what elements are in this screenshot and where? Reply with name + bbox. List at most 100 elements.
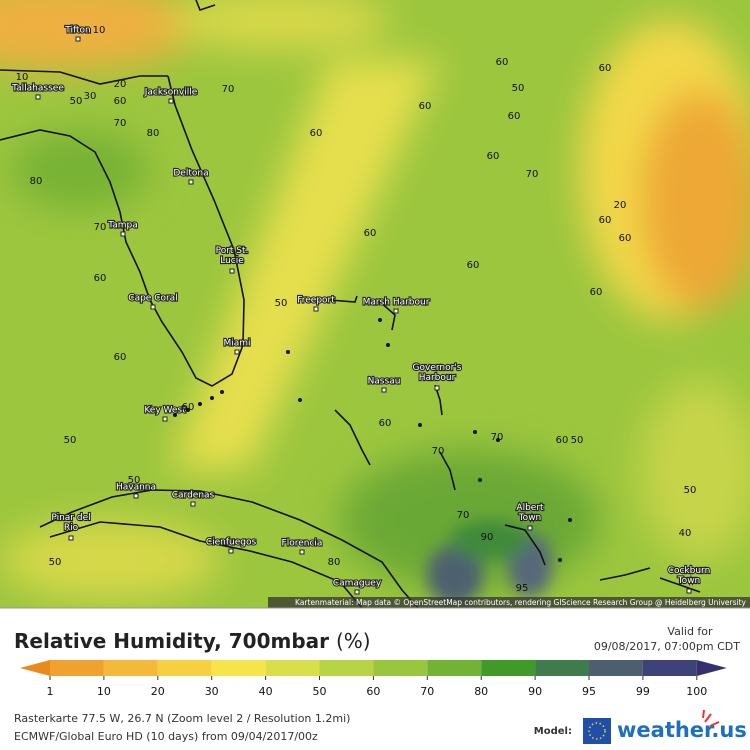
city-marker	[133, 493, 139, 499]
city-label-line: Albert	[516, 503, 544, 513]
legend-tick-label: 95	[582, 685, 596, 698]
city-label-line: Town	[518, 513, 542, 523]
city-label-line: Port St.	[216, 246, 249, 256]
contour-label: 60	[114, 352, 127, 363]
contour-label: 70	[94, 222, 107, 233]
city-marker	[393, 308, 399, 314]
city-marker	[190, 501, 196, 507]
logo[interactable]: weather.us	[617, 718, 747, 742]
model-label: Model:	[534, 726, 572, 737]
city-label: Havanna	[116, 483, 156, 493]
city-label-line: Governor's	[413, 363, 462, 373]
contour-label: 70	[432, 446, 445, 457]
city-label: Port St. Lucie	[216, 246, 249, 266]
contour-label: 50	[128, 475, 141, 486]
city-marker	[228, 548, 234, 554]
contour-label: 70	[222, 84, 235, 95]
legend-swatch	[50, 660, 104, 676]
city-marker	[162, 416, 168, 422]
city-label: Freeport	[297, 296, 335, 306]
city-label: Tampa	[107, 221, 138, 231]
city-label: Miami	[223, 339, 250, 349]
city-label: Camaguey	[333, 579, 382, 589]
contour-label: 60	[364, 228, 377, 239]
city-label: Cienfuegos	[206, 538, 257, 548]
legend-swatch	[642, 660, 697, 676]
eu-stars	[588, 722, 606, 740]
city-label-line: Rio	[64, 523, 79, 533]
info-line: ECMWF/Global Euro HD (10 days) from 09/0…	[14, 730, 318, 743]
contour-label: 30	[84, 91, 97, 102]
city-label: Jacksonville	[144, 88, 198, 98]
city-label: Nassau	[368, 377, 401, 387]
contour-label: 60	[508, 111, 521, 122]
contour-label: 20	[114, 79, 127, 90]
city-marker	[188, 179, 194, 185]
valid-time: 09/08/2017, 07:00pm CDT	[594, 640, 740, 653]
contour-label: 50	[64, 435, 77, 446]
legend-swatch	[589, 660, 643, 676]
contour-label: 60	[310, 128, 323, 139]
legend-tick-label: 70	[420, 685, 434, 698]
city-marker	[686, 588, 692, 594]
title-text: Relative Humidity, 700mbar	[14, 629, 329, 653]
city-marker	[299, 549, 305, 555]
contour-label: 60	[467, 260, 480, 271]
contour-label: 50	[70, 96, 83, 107]
city-label: Governor's Harbour	[413, 363, 462, 383]
city-marker	[434, 385, 440, 391]
city-marker	[168, 98, 174, 104]
city-marker	[313, 306, 319, 312]
legend-swatch	[373, 660, 428, 676]
legend-tick-label: 40	[259, 685, 273, 698]
contour-label: 10	[93, 25, 106, 36]
contour-label: 70	[114, 118, 127, 129]
eu-flag	[583, 718, 611, 744]
city-marker	[120, 231, 126, 237]
map-attribution: Kartenmaterial: Map data © OpenStreetMap…	[295, 598, 747, 607]
city-marker	[527, 525, 533, 531]
contour-label: 10	[16, 72, 29, 83]
city-marker	[381, 387, 387, 393]
city-marker	[229, 268, 235, 274]
contour-label: 50	[571, 435, 584, 446]
contour-label: 80	[147, 128, 160, 139]
city-label-line: Pinar del	[51, 513, 90, 523]
legend-arrow	[696, 660, 727, 676]
legend-tick-label: 30	[205, 685, 219, 698]
city-label-line: Cockburn	[668, 566, 711, 576]
contour-label: 60	[419, 101, 432, 112]
legend-tick-label: 90	[528, 685, 542, 698]
city-label: Tifton	[64, 26, 90, 36]
city-label-line: Town	[677, 576, 701, 586]
logo-mark	[702, 709, 720, 727]
contour-label: 60	[599, 63, 612, 74]
contour-label: 60	[556, 435, 569, 446]
contour-label: 20	[614, 200, 627, 211]
contour-label: 60	[94, 273, 107, 284]
contour-label: 95	[516, 583, 529, 594]
contour-label: 70	[457, 510, 470, 521]
city-label-line: Lucie	[220, 256, 244, 266]
legend-swatch	[535, 660, 589, 676]
legend-swatch	[211, 660, 266, 676]
city-marker	[75, 36, 81, 42]
city-marker	[150, 304, 156, 310]
city-label: Albert Town	[516, 503, 544, 523]
contour-label: 60	[487, 151, 500, 162]
contour-label: 40	[679, 528, 692, 539]
legend-tick-label: 100	[686, 685, 707, 698]
city-label: Deltona	[173, 169, 208, 179]
city-label: Marsh Harbour	[363, 298, 430, 308]
legend-swatch	[427, 660, 482, 676]
city-label: Tallahassee	[11, 84, 64, 94]
contour-label: 80	[328, 557, 341, 568]
city-label: Cape Coral	[128, 294, 177, 304]
contour-label: 50	[512, 83, 525, 94]
title-unit: (%)	[336, 629, 371, 653]
title: Relative Humidity, 700mbar (%)	[14, 629, 371, 653]
contour-label: 60	[599, 215, 612, 226]
valid-label: Valid for	[667, 625, 713, 638]
legend-swatch	[319, 660, 374, 676]
